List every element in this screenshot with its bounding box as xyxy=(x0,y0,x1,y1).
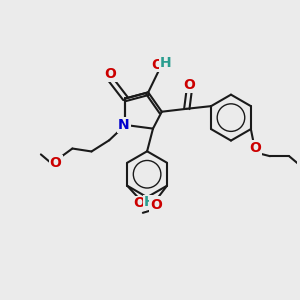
Text: H: H xyxy=(143,195,155,209)
Text: H: H xyxy=(160,56,172,70)
Text: O: O xyxy=(249,141,261,155)
Text: O: O xyxy=(150,198,162,212)
Text: O: O xyxy=(151,58,163,72)
Text: O: O xyxy=(183,78,195,92)
Text: O: O xyxy=(133,196,145,210)
Text: N: N xyxy=(118,118,130,132)
Text: O: O xyxy=(105,67,117,81)
Text: O: O xyxy=(50,156,62,170)
